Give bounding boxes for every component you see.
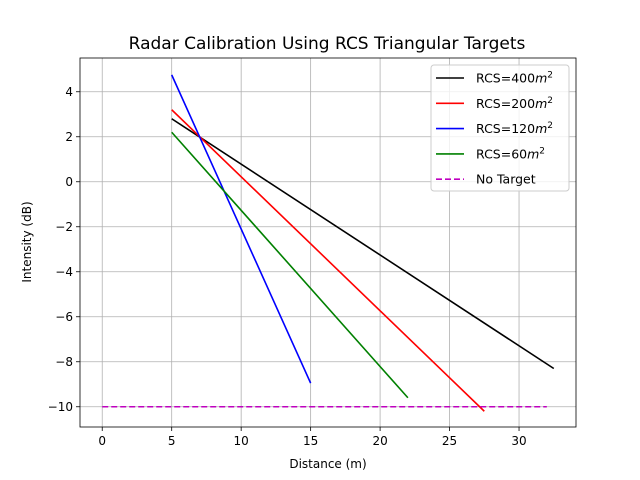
series-line-rcs-60: [171, 131, 409, 399]
legend-label: RCS=400m2: [476, 71, 553, 86]
y-tick-label: 0: [65, 175, 73, 189]
y-tick-label: 4: [65, 85, 73, 99]
x-tick-label: 25: [442, 434, 457, 448]
x-tick-label: 15: [303, 434, 318, 448]
y-axis-label: Intensity (dB): [20, 201, 34, 282]
y-tick-label: −4: [55, 265, 73, 279]
legend-label: No Target: [476, 172, 536, 187]
legend-label: RCS=120m2: [476, 121, 553, 136]
series-line-rcs-200: [171, 109, 485, 412]
x-tick-label: 0: [98, 434, 106, 448]
chart-title: Radar Calibration Using RCS Triangular T…: [129, 34, 526, 54]
x-axis-label: Distance (m): [289, 457, 366, 471]
legend-box: [430, 64, 570, 192]
y-tick-label: −10: [48, 400, 73, 414]
y-tick-label: −6: [55, 310, 73, 324]
x-tick-label: 10: [234, 434, 249, 448]
x-tick-label: 30: [511, 434, 526, 448]
legend-label: RCS=200m2: [476, 96, 553, 111]
legend-label: RCS=60m2: [476, 146, 545, 161]
y-tick-label: −8: [55, 355, 73, 369]
y-tick-label: −2: [55, 220, 73, 234]
legend: RCS=400m2 RCS=200m2 RCS=120m2 RCS=60m2 No Ta…: [430, 64, 570, 192]
y-tick-label: 2: [65, 130, 73, 144]
axes-frame: [79, 57, 577, 428]
x-tick-label: 5: [168, 434, 176, 448]
series-layer: [102, 74, 555, 412]
series-line-rcs-120: [170, 74, 312, 384]
series-line-rcs-400: [171, 118, 555, 370]
x-tick-label: 20: [372, 434, 387, 448]
